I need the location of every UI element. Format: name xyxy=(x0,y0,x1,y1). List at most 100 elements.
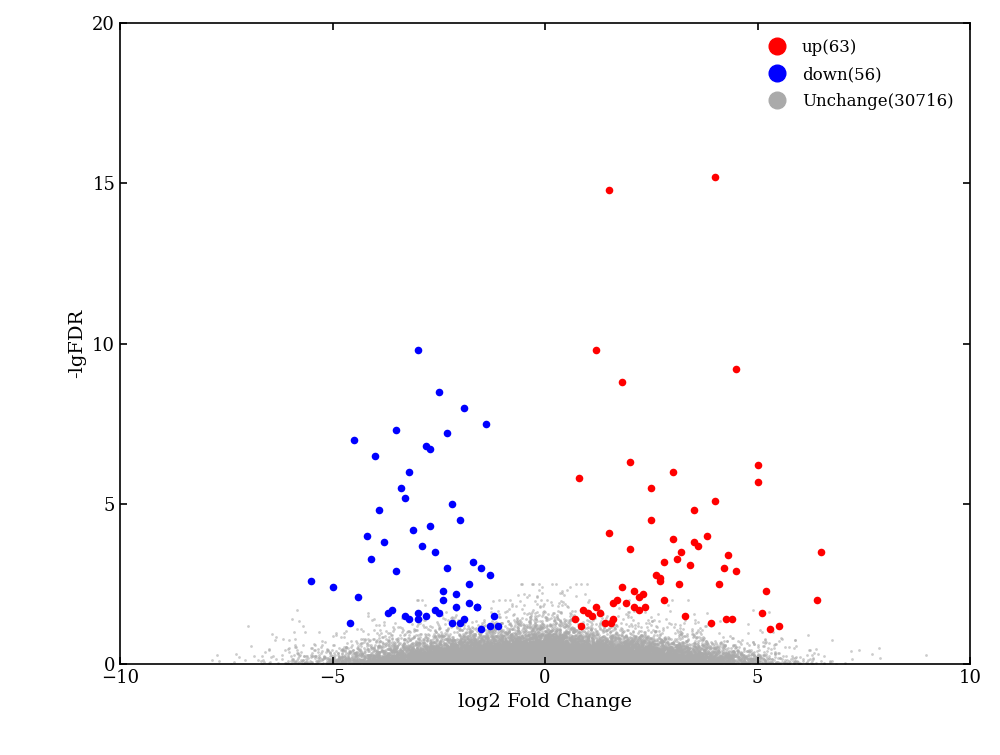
Point xyxy=(482,646,498,658)
Point xyxy=(502,658,518,670)
Point xyxy=(476,638,492,650)
Point xyxy=(551,648,567,660)
Point xyxy=(532,633,548,646)
Point xyxy=(474,617,490,629)
Point xyxy=(384,646,400,658)
Point xyxy=(618,652,634,664)
Point xyxy=(645,652,661,664)
Point xyxy=(459,654,475,666)
Point xyxy=(354,655,370,667)
Point xyxy=(486,648,502,660)
Point xyxy=(630,652,646,664)
Point xyxy=(544,652,560,664)
Point xyxy=(426,658,442,670)
Point xyxy=(613,618,629,630)
Point xyxy=(716,656,732,668)
Point xyxy=(700,657,716,669)
Point xyxy=(500,657,516,669)
Point xyxy=(516,655,532,667)
Point xyxy=(539,639,555,651)
Point xyxy=(625,658,641,670)
Point xyxy=(550,657,566,669)
Point xyxy=(750,655,766,667)
Point xyxy=(646,644,662,656)
Point xyxy=(424,656,440,668)
Point xyxy=(712,658,728,670)
Point xyxy=(670,654,686,666)
Point xyxy=(500,649,516,661)
Point xyxy=(506,653,522,665)
Point xyxy=(484,657,500,669)
Point xyxy=(542,656,558,668)
Point xyxy=(408,655,424,667)
Point xyxy=(431,648,447,660)
Point xyxy=(560,641,576,653)
Point xyxy=(564,638,580,650)
Point xyxy=(402,646,418,658)
Point xyxy=(478,651,494,663)
Point xyxy=(426,650,442,662)
Point xyxy=(513,646,529,658)
Point xyxy=(525,650,541,662)
Point xyxy=(580,630,596,643)
Point xyxy=(550,651,566,663)
Point xyxy=(496,646,512,658)
Point xyxy=(453,642,469,654)
Point xyxy=(549,640,565,652)
Point xyxy=(685,654,701,666)
Point xyxy=(547,642,563,654)
Point xyxy=(400,656,416,668)
Point xyxy=(530,657,546,669)
Point xyxy=(526,649,542,661)
Point xyxy=(526,645,542,657)
Point xyxy=(519,655,535,667)
Point xyxy=(486,655,502,667)
Point xyxy=(639,655,655,667)
Point xyxy=(562,653,578,665)
Point xyxy=(455,650,471,662)
Point xyxy=(414,657,430,669)
Point xyxy=(261,643,277,655)
Point xyxy=(690,650,706,662)
Point xyxy=(404,637,420,649)
Point xyxy=(525,655,541,667)
Point xyxy=(642,649,658,661)
Point xyxy=(672,643,688,655)
Point xyxy=(455,638,471,650)
Point xyxy=(589,647,605,659)
Point xyxy=(575,648,591,660)
Point xyxy=(595,649,611,661)
Point xyxy=(609,652,625,664)
Point xyxy=(571,634,587,646)
Point xyxy=(367,655,383,667)
Point xyxy=(576,646,592,658)
Point xyxy=(476,646,492,658)
Point xyxy=(497,626,513,638)
Point xyxy=(531,633,547,646)
Point xyxy=(533,636,549,649)
Point xyxy=(557,646,573,658)
Point xyxy=(534,655,550,667)
Point xyxy=(436,655,452,667)
Point xyxy=(602,657,618,669)
Point xyxy=(552,644,568,656)
Point xyxy=(505,654,521,666)
Point xyxy=(546,651,562,663)
Point xyxy=(434,644,450,656)
Point xyxy=(368,618,384,630)
Point xyxy=(524,658,540,670)
Point xyxy=(543,655,559,667)
Point xyxy=(571,630,587,642)
Point xyxy=(493,658,509,670)
Point xyxy=(503,658,519,670)
Point xyxy=(454,652,470,664)
Point xyxy=(667,653,683,665)
Point xyxy=(487,655,503,667)
Point xyxy=(511,647,527,659)
Point xyxy=(419,652,435,664)
Point xyxy=(584,657,600,669)
Point xyxy=(625,656,641,668)
Point xyxy=(578,653,594,665)
Point xyxy=(421,649,437,661)
Point xyxy=(488,655,504,667)
